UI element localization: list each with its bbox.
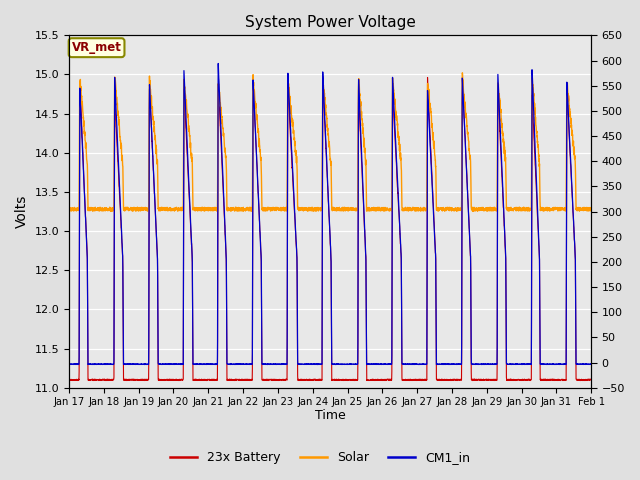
Text: VR_met: VR_met — [72, 41, 122, 54]
Legend: 23x Battery, Solar, CM1_in: 23x Battery, Solar, CM1_in — [164, 446, 476, 469]
Title: System Power Voltage: System Power Voltage — [244, 15, 415, 30]
X-axis label: Time: Time — [315, 409, 346, 422]
Y-axis label: Volts: Volts — [15, 195, 29, 228]
